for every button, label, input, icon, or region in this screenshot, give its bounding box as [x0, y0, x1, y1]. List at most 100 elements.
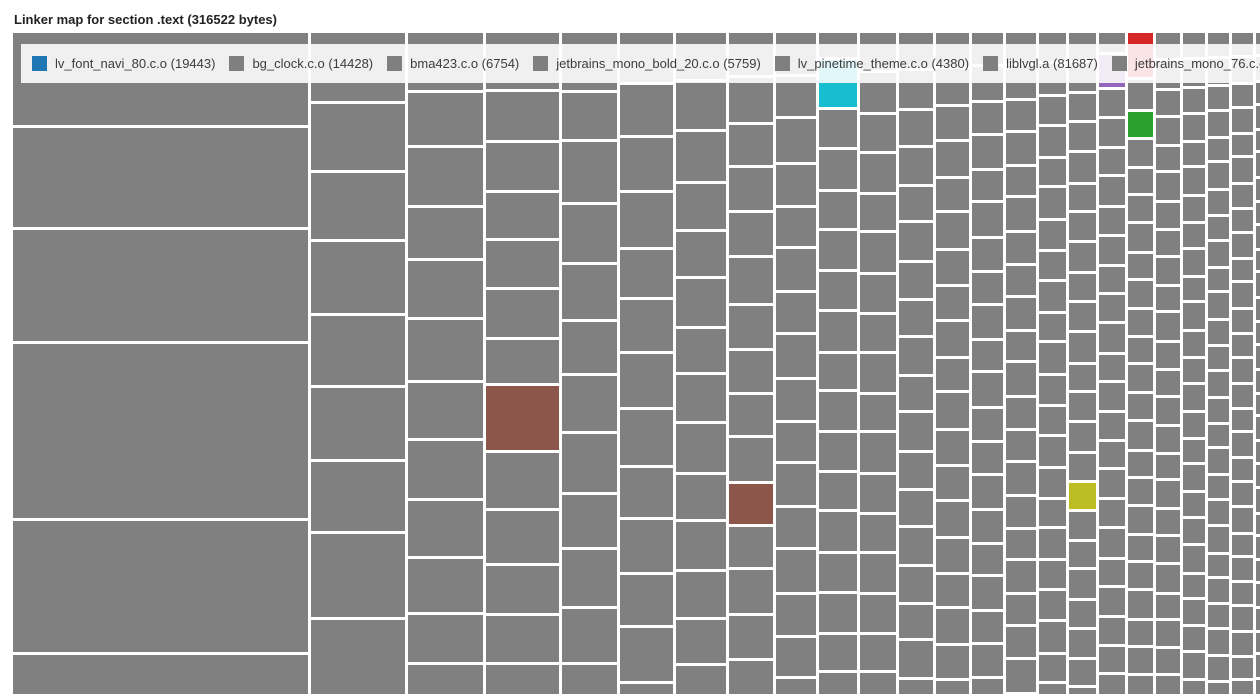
treemap-cell[interactable] [1039, 437, 1066, 466]
treemap-cell[interactable] [408, 261, 483, 317]
treemap-cell[interactable] [1006, 298, 1036, 329]
treemap-cell[interactable] [972, 239, 1003, 270]
treemap-cell[interactable] [1232, 459, 1253, 480]
treemap-cell[interactable] [13, 230, 308, 341]
treemap-cell[interactable] [1006, 363, 1036, 395]
treemap-cell[interactable] [899, 148, 933, 184]
treemap-cell[interactable] [408, 148, 483, 205]
treemap-cell[interactable] [562, 495, 617, 547]
treemap-cell[interactable] [311, 104, 405, 170]
treemap-cell[interactable] [1006, 233, 1036, 263]
treemap-cell[interactable] [408, 559, 483, 612]
treemap-cell[interactable] [936, 681, 969, 694]
treemap-cell[interactable] [1183, 359, 1205, 382]
treemap-cell[interactable] [1232, 607, 1253, 630]
treemap-cell[interactable] [1183, 493, 1205, 516]
treemap-cell[interactable] [1099, 355, 1125, 380]
treemap-cell[interactable] [1099, 324, 1125, 352]
treemap-cell[interactable] [1128, 648, 1153, 673]
treemap-cell[interactable] [1099, 383, 1125, 410]
treemap-cell[interactable] [1006, 101, 1036, 130]
treemap-cell[interactable] [1256, 323, 1260, 343]
treemap-cell[interactable] [1128, 224, 1153, 251]
treemap-cell[interactable] [860, 315, 896, 351]
treemap-cell[interactable] [860, 354, 896, 392]
treemap-cell[interactable] [899, 301, 933, 335]
treemap-cell[interactable] [1039, 655, 1066, 681]
treemap-cell[interactable] [408, 665, 483, 694]
treemap-cell[interactable] [776, 380, 816, 420]
treemap-cell[interactable] [1069, 512, 1096, 539]
treemap-cell[interactable] [620, 684, 673, 694]
treemap-cell[interactable] [1208, 501, 1229, 524]
treemap-cell[interactable] [1156, 621, 1180, 646]
treemap-cell[interactable] [1099, 237, 1125, 264]
treemap-cell[interactable] [620, 575, 673, 625]
treemap-cell[interactable] [1156, 565, 1180, 592]
treemap-cell[interactable] [486, 193, 559, 238]
treemap-cell[interactable] [1232, 185, 1253, 207]
treemap-cell[interactable] [1208, 425, 1229, 446]
treemap-cell[interactable] [486, 616, 559, 662]
treemap-cell[interactable] [972, 373, 1003, 406]
treemap-cell[interactable] [1232, 210, 1253, 231]
treemap-cell[interactable] [1232, 410, 1253, 430]
treemap-cell[interactable] [819, 473, 857, 509]
treemap-cell[interactable] [1183, 250, 1205, 275]
treemap-cell[interactable] [936, 251, 969, 284]
treemap-cell[interactable] [1256, 131, 1260, 150]
treemap-cell[interactable] [676, 424, 726, 472]
treemap-cell[interactable] [972, 577, 1003, 609]
treemap-cell[interactable] [899, 223, 933, 260]
treemap-cell[interactable] [1256, 346, 1260, 368]
treemap-cell[interactable] [1256, 106, 1260, 128]
treemap-cell[interactable] [936, 539, 969, 572]
treemap-cell[interactable] [1006, 660, 1036, 692]
treemap-cell[interactable] [408, 93, 483, 145]
treemap-cell[interactable] [899, 263, 933, 298]
treemap-cell[interactable] [860, 635, 896, 670]
treemap-cell[interactable] [1039, 684, 1066, 694]
treemap-cell[interactable] [1128, 169, 1153, 193]
treemap-cell[interactable] [860, 195, 896, 230]
treemap-cell[interactable] [1232, 433, 1253, 456]
treemap-cell[interactable] [562, 434, 617, 492]
treemap-cell[interactable] [1069, 123, 1096, 150]
treemap-cell[interactable] [1232, 109, 1253, 132]
treemap-cell[interactable] [1208, 657, 1229, 680]
treemap-cell[interactable] [620, 138, 673, 190]
treemap-cell[interactable] [1156, 147, 1180, 170]
treemap-cell[interactable] [1256, 153, 1260, 176]
treemap-cell[interactable] [1208, 217, 1229, 239]
treemap-cell[interactable] [486, 453, 559, 508]
treemap-cell[interactable] [562, 665, 617, 694]
treemap-cell[interactable] [13, 655, 308, 694]
treemap-cell[interactable] [1256, 515, 1260, 534]
treemap-cell[interactable] [972, 171, 1003, 200]
treemap-cell[interactable] [1256, 417, 1260, 439]
treemap-cell[interactable] [676, 132, 726, 181]
treemap-cell[interactable] [860, 475, 896, 512]
treemap-cell[interactable] [776, 550, 816, 592]
treemap-cell[interactable] [1256, 561, 1260, 581]
treemap-cell[interactable] [1208, 347, 1229, 369]
treemap-cell[interactable] [1006, 463, 1036, 494]
treemap-cell[interactable] [1208, 87, 1229, 109]
treemap-cell[interactable] [1099, 618, 1125, 644]
treemap-cell[interactable] [729, 213, 773, 255]
treemap-cell[interactable] [1006, 627, 1036, 657]
treemap-cell[interactable] [972, 476, 1003, 508]
treemap-cell[interactable] [860, 595, 896, 632]
treemap-cell[interactable] [819, 635, 857, 670]
treemap-cell[interactable] [972, 306, 1003, 338]
treemap-cell[interactable] [729, 306, 773, 348]
treemap-cell[interactable] [1128, 281, 1153, 307]
treemap-cell[interactable] [1183, 575, 1205, 597]
treemap-cell[interactable] [936, 575, 969, 606]
treemap-cell[interactable] [1256, 680, 1260, 694]
treemap-cell[interactable] [860, 233, 896, 272]
treemap-cell[interactable] [1183, 115, 1205, 140]
treemap-cell[interactable] [936, 213, 969, 248]
treemap-cell[interactable] [776, 595, 816, 635]
treemap-cell[interactable] [1039, 376, 1066, 404]
